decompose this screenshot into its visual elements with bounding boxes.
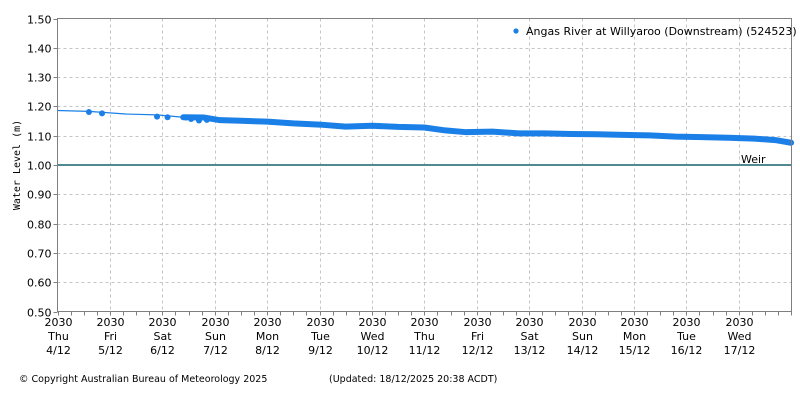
svg-text:17/12: 17/12: [724, 344, 756, 357]
y-tick-label: 0.80: [27, 219, 52, 232]
y-axis-title: Water Level (m): [12, 120, 23, 210]
svg-text:Wed: Wed: [361, 330, 385, 343]
svg-text:2030: 2030: [464, 316, 492, 329]
y-tick-label: 1.20: [27, 101, 52, 114]
svg-text:4/12: 4/12: [46, 344, 71, 357]
svg-text:Tue: Tue: [310, 330, 330, 343]
svg-text:15/12: 15/12: [619, 344, 651, 357]
svg-text:Wed: Wed: [728, 330, 752, 343]
svg-text:8/12: 8/12: [255, 344, 280, 357]
y-tick-label: 0.70: [27, 248, 52, 261]
svg-text:2030: 2030: [569, 316, 597, 329]
y-axis: 0.50 0.60 0.70 0.80 0.90 1.00 1.10 1.20 1.30 1.40…: [27, 14, 58, 320]
svg-text:Sat: Sat: [520, 330, 539, 343]
y-tick-label: 1.50: [27, 14, 52, 27]
y-tick-label: 0.90: [27, 189, 52, 202]
svg-text:2030: 2030: [45, 316, 73, 329]
svg-text:Fri: Fri: [104, 330, 117, 343]
y-tick-label: 1.00: [27, 160, 52, 173]
svg-text:11/12: 11/12: [409, 344, 441, 357]
svg-text:Tue: Tue: [676, 330, 696, 343]
svg-text:Sat: Sat: [153, 330, 172, 343]
svg-text:6/12: 6/12: [150, 344, 175, 357]
svg-text:Thu: Thu: [47, 330, 69, 343]
legend[interactable]: Angas River at Willyaroo (Downstream) (5…: [513, 25, 797, 38]
weir-label: Weir: [741, 153, 766, 166]
svg-text:2030: 2030: [202, 316, 230, 329]
y-tick-label: 1.10: [27, 131, 52, 144]
svg-text:12/12: 12/12: [462, 344, 494, 357]
svg-text:Mon: Mon: [256, 330, 279, 343]
svg-text:2030: 2030: [621, 316, 649, 329]
svg-text:Sun: Sun: [205, 330, 226, 343]
svg-text:Mon: Mon: [623, 330, 646, 343]
svg-text:2030: 2030: [411, 316, 439, 329]
svg-text:10/12: 10/12: [357, 344, 389, 357]
svg-text:2030: 2030: [149, 316, 177, 329]
svg-text:2030: 2030: [673, 316, 701, 329]
updated-timestamp: (Updated: 18/12/2025 20:38 ACDT): [329, 374, 498, 385]
svg-text:5/12: 5/12: [98, 344, 123, 357]
x-axis: 2030Thu4/122030Fri5/122030Sat6/122030Sun…: [45, 311, 792, 357]
svg-text:13/12: 13/12: [514, 344, 546, 357]
svg-text:16/12: 16/12: [671, 344, 703, 357]
svg-text:2030: 2030: [516, 316, 544, 329]
y-tick-label: 1.30: [27, 72, 52, 85]
y-tick-label: 0.50: [27, 307, 52, 320]
svg-text:7/12: 7/12: [203, 344, 228, 357]
copyright-text: © Copyright Australian Bureau of Meteoro…: [19, 374, 268, 385]
svg-text:2030: 2030: [307, 316, 335, 329]
y-tick-label: 1.40: [27, 43, 52, 56]
svg-text:Thu: Thu: [413, 330, 435, 343]
svg-text:14/12: 14/12: [567, 344, 599, 357]
svg-text:Sun: Sun: [572, 330, 593, 343]
svg-text:2030: 2030: [97, 316, 125, 329]
y-tick-label: 0.60: [27, 277, 52, 290]
svg-text:2030: 2030: [254, 316, 282, 329]
svg-text:9/12: 9/12: [308, 344, 333, 357]
legend-marker-icon: [513, 28, 519, 34]
svg-text:2030: 2030: [359, 316, 387, 329]
svg-text:Fri: Fri: [471, 330, 484, 343]
data-series: [57, 108, 795, 146]
svg-text:2030: 2030: [726, 316, 754, 329]
legend-label: Angas River at Willyaroo (Downstream) (5…: [526, 25, 797, 38]
